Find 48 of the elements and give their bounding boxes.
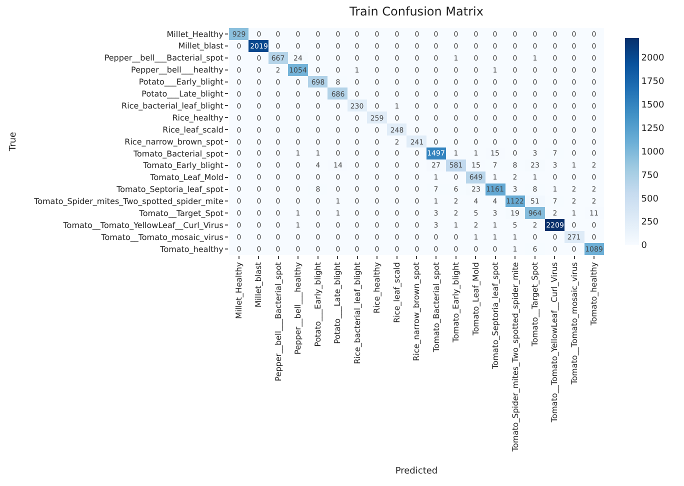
y-tick-label: Rice_leaf_scald	[162, 125, 224, 134]
x-tick-label: Tomato__Tomato_YellowLeaf__Curl_Virus	[550, 262, 560, 424]
x-tick-label: Tomato_Septoria_leaf_spot	[491, 262, 500, 370]
color-bar-label: 2000	[641, 54, 664, 64]
y-tick-label: Potato___Late_blight	[142, 90, 224, 99]
y-tick-label: Tomato_Spider_mites_Two_spotted_spider_mite	[33, 197, 224, 206]
y-tick-label: Tomato__Tomato_YellowLeaf__Curl_Virus	[62, 220, 224, 230]
y-tick-label: Potato___Early_blight	[138, 78, 224, 87]
x-tick-label: Tomato_Spider_mites_Two_spotted_spider_mite	[510, 262, 520, 453]
x-tick-label: Rice_narrow_brown_spot	[412, 262, 422, 361]
y-tick-label: Tomato_Bacterial_spot	[132, 149, 224, 158]
x-tick-label: Tomato_Leaf_Mold	[471, 262, 480, 336]
y-tick-label: Pepper__bell___Bacterial_spot	[104, 54, 224, 63]
y-tick-label: Tomato__Target_Spot	[138, 208, 224, 218]
x-tick-label: Potato___Late_blight	[333, 262, 342, 344]
y-tick-label: Tomato__Tomato_mosaic_virus	[100, 232, 224, 242]
x-tick-label: Tomato__Tomato_mosaic_virus	[570, 262, 579, 386]
y-tick-label: Rice_bacterial_leaf_blight	[122, 101, 224, 110]
x-tick-label: Rice_healthy	[372, 262, 382, 314]
color-bar-label: 1500	[641, 100, 664, 111]
y-tick-label: Millet_blast	[178, 42, 224, 51]
y-tick-label: Tomato_Septoria_leaf_spot	[116, 185, 224, 194]
x-tick-label: Pepper__bell___healthy	[294, 262, 303, 355]
x-tick-label: Tomato_Bacterial_spot	[432, 262, 441, 354]
y-tick-label: Pepper__bell___healthy	[131, 66, 224, 75]
y-tick-label: Tomato_healthy	[159, 244, 224, 254]
x-tick-label: Millet_blast	[254, 262, 264, 308]
color-bar-label: 1750	[641, 77, 664, 88]
y-tick-label: Tomato_Leaf_Mold	[149, 173, 224, 182]
color-bar-label: 1250	[641, 124, 664, 134]
color-bar-label: 0	[641, 241, 648, 252]
x-tick-label: Rice_bacterial_leaf_blight	[352, 262, 362, 364]
y-tick-label: Millet_Healthy	[166, 30, 224, 39]
y-axis-title: True	[8, 131, 18, 152]
chart-title: Train Confusion Matrix	[348, 4, 484, 19]
y-tick-label: Rice_narrow_brown_spot	[124, 137, 224, 146]
color-bar-label: 1000	[641, 147, 664, 158]
x-tick-label: Tomato__Target_Spot	[530, 262, 540, 348]
color-bar-label: 250	[641, 218, 659, 228]
x-axis-title: Predicted	[395, 466, 438, 476]
color-bar-label: 500	[641, 194, 659, 204]
x-tick-label: Potato___Early_blight	[313, 262, 322, 347]
y-tick-label: Rice_healthy	[172, 113, 224, 122]
color-bar-label: 750	[641, 170, 659, 181]
x-tick-label: Rice_leaf_scald	[392, 262, 402, 323]
y-tick-label: Tomato_Early_blight	[142, 161, 224, 170]
x-tick-label: Tomato_healthy	[590, 262, 599, 326]
x-tick-label: Tomato_Early_blight	[452, 262, 461, 344]
